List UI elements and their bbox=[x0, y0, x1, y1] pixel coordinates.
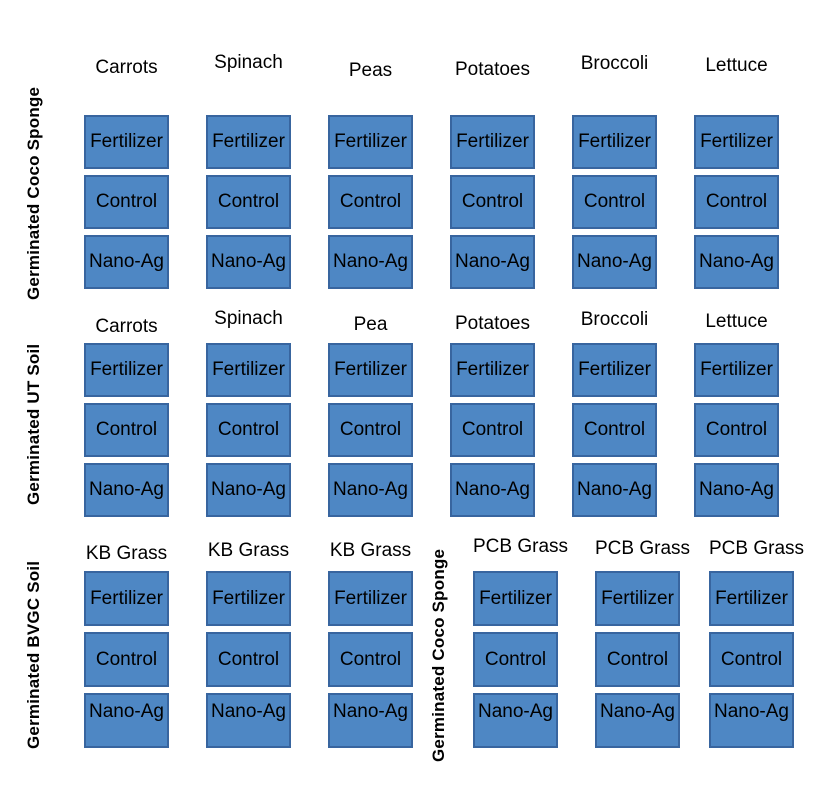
column-header: Lettuce bbox=[705, 55, 768, 76]
column-header: Spinach bbox=[214, 52, 283, 73]
treatment-box-nano-ag: Nano-Ag bbox=[206, 235, 291, 289]
column-header: Carrots bbox=[95, 57, 158, 78]
treatment-box-control: Control bbox=[450, 175, 535, 229]
column-lettuce: Lettuce Fertilizer Control Nano-Ag bbox=[694, 53, 779, 295]
column-header: Pea bbox=[353, 314, 388, 335]
treatment-box-nano-ag: Nano-Ag bbox=[709, 693, 794, 748]
treatment-box-nano-ag: Nano-Ag bbox=[84, 693, 169, 748]
treatment-box-control: Control bbox=[328, 632, 413, 687]
column-lettuce: Lettuce Fertilizer Control Nano-Ag bbox=[694, 310, 779, 523]
treatment-box-fertilizer: Fertilizer bbox=[473, 571, 558, 626]
treatment-box-nano-ag: Nano-Ag bbox=[473, 693, 558, 748]
section-label-bvgc-soil: Germinated BVGC Soil bbox=[24, 560, 43, 750]
treatment-box-control: Control bbox=[84, 175, 169, 229]
treatment-box-nano-ag: Nano-Ag bbox=[328, 693, 413, 748]
treatment-box-control: Control bbox=[328, 175, 413, 229]
treatment-box-nano-ag: Nano-Ag bbox=[450, 235, 535, 289]
column-header: Peas bbox=[348, 60, 393, 81]
treatment-box-fertilizer: Fertilizer bbox=[84, 115, 169, 169]
column-pcb-grass: PCB Grass Fertilizer Control Nano-Ag bbox=[595, 538, 691, 754]
treatment-box-control: Control bbox=[206, 403, 291, 457]
column-spinach: Spinach Fertilizer Control Nano-Ag bbox=[206, 52, 291, 295]
column-header: Lettuce bbox=[705, 311, 768, 332]
treatment-box-nano-ag: Nano-Ag bbox=[694, 463, 779, 517]
column-header: PCB Grass bbox=[595, 538, 691, 559]
column-header: Broccoli bbox=[580, 53, 649, 74]
treatment-box-control: Control bbox=[328, 403, 413, 457]
treatment-box-fertilizer: Fertilizer bbox=[450, 343, 535, 397]
column-header: Spinach bbox=[214, 308, 283, 329]
column-peas: Peas Fertilizer Control Nano-Ag bbox=[328, 53, 413, 295]
treatment-box-control: Control bbox=[206, 632, 291, 687]
treatment-box-control: Control bbox=[473, 632, 558, 687]
treatment-box-fertilizer: Fertilizer bbox=[572, 115, 657, 169]
treatment-box-fertilizer: Fertilizer bbox=[709, 571, 794, 626]
treatment-box-nano-ag: Nano-Ag bbox=[572, 235, 657, 289]
column-header: KB Grass bbox=[329, 540, 412, 561]
column-carrots: Carrots Fertilizer Control Nano-Ag bbox=[84, 310, 169, 523]
column-broccoli: Broccoli Fertilizer Control Nano-Ag bbox=[572, 53, 657, 295]
treatment-box-nano-ag: Nano-Ag bbox=[328, 235, 413, 289]
column-spinach: Spinach Fertilizer Control Nano-Ag bbox=[206, 308, 291, 523]
treatment-box-control: Control bbox=[694, 175, 779, 229]
treatment-box-fertilizer: Fertilizer bbox=[572, 343, 657, 397]
column-header: PCB Grass bbox=[473, 536, 569, 557]
section-label-ut-soil: Germinated UT Soil bbox=[24, 343, 43, 505]
treatment-box-fertilizer: Fertilizer bbox=[206, 571, 291, 626]
treatment-box-control: Control bbox=[709, 632, 794, 687]
column-header: PCB Grass bbox=[709, 538, 805, 559]
treatment-box-nano-ag: Nano-Ag bbox=[328, 463, 413, 517]
treatment-box-fertilizer: Fertilizer bbox=[694, 115, 779, 169]
column-kb-grass: KB Grass Fertilizer Control Nano-Ag bbox=[84, 538, 169, 754]
treatment-box-fertilizer: Fertilizer bbox=[84, 343, 169, 397]
column-pcb-grass: PCB Grass Fertilizer Control Nano-Ag bbox=[473, 536, 568, 754]
treatment-box-control: Control bbox=[84, 403, 169, 457]
column-header: KB Grass bbox=[207, 540, 290, 561]
treatment-box-control: Control bbox=[450, 403, 535, 457]
column-broccoli: Broccoli Fertilizer Control Nano-Ag bbox=[572, 309, 657, 523]
treatment-box-nano-ag: Nano-Ag bbox=[206, 693, 291, 748]
section-label-coco-sponge-middle: Germinated Coco Sponge bbox=[429, 548, 448, 762]
treatment-box-control: Control bbox=[84, 632, 169, 687]
treatment-box-nano-ag: Nano-Ag bbox=[694, 235, 779, 289]
treatment-box-fertilizer: Fertilizer bbox=[328, 115, 413, 169]
column-header: Carrots bbox=[95, 316, 158, 337]
column-header: Potatoes bbox=[455, 59, 530, 80]
column-potatoes: Potatoes Fertilizer Control Nano-Ag bbox=[450, 53, 535, 295]
column-header: Potatoes bbox=[455, 313, 530, 334]
column-potatoes: Potatoes Fertilizer Control Nano-Ag bbox=[450, 310, 535, 523]
column-kb-grass: KB Grass Fertilizer Control Nano-Ag bbox=[206, 538, 291, 754]
treatment-box-fertilizer: Fertilizer bbox=[595, 571, 680, 626]
column-kb-grass: KB Grass Fertilizer Control Nano-Ag bbox=[328, 538, 413, 754]
section-label-coco-sponge: Germinated Coco Sponge bbox=[24, 86, 43, 300]
treatment-box-nano-ag: Nano-Ag bbox=[450, 463, 535, 517]
treatment-box-nano-ag: Nano-Ag bbox=[84, 463, 169, 517]
treatment-box-fertilizer: Fertilizer bbox=[328, 343, 413, 397]
treatment-box-nano-ag: Nano-Ag bbox=[595, 693, 680, 748]
treatment-box-nano-ag: Nano-Ag bbox=[84, 235, 169, 289]
treatment-box-control: Control bbox=[572, 403, 657, 457]
treatment-box-fertilizer: Fertilizer bbox=[450, 115, 535, 169]
treatment-box-fertilizer: Fertilizer bbox=[206, 115, 291, 169]
column-pea: Pea Fertilizer Control Nano-Ag bbox=[328, 310, 413, 523]
treatment-box-control: Control bbox=[572, 175, 657, 229]
treatment-box-nano-ag: Nano-Ag bbox=[206, 463, 291, 517]
column-header: Broccoli bbox=[580, 309, 649, 330]
column-pcb-grass: PCB Grass Fertilizer Control Nano-Ag bbox=[709, 538, 805, 754]
treatment-box-control: Control bbox=[595, 632, 680, 687]
column-carrots: Carrots Fertilizer Control Nano-Ag bbox=[84, 53, 169, 295]
treatment-box-fertilizer: Fertilizer bbox=[84, 571, 169, 626]
treatment-box-fertilizer: Fertilizer bbox=[694, 343, 779, 397]
treatment-box-control: Control bbox=[694, 403, 779, 457]
column-header: KB Grass bbox=[85, 543, 168, 564]
treatment-box-fertilizer: Fertilizer bbox=[328, 571, 413, 626]
treatment-box-nano-ag: Nano-Ag bbox=[572, 463, 657, 517]
treatment-box-control: Control bbox=[206, 175, 291, 229]
treatment-box-fertilizer: Fertilizer bbox=[206, 343, 291, 397]
